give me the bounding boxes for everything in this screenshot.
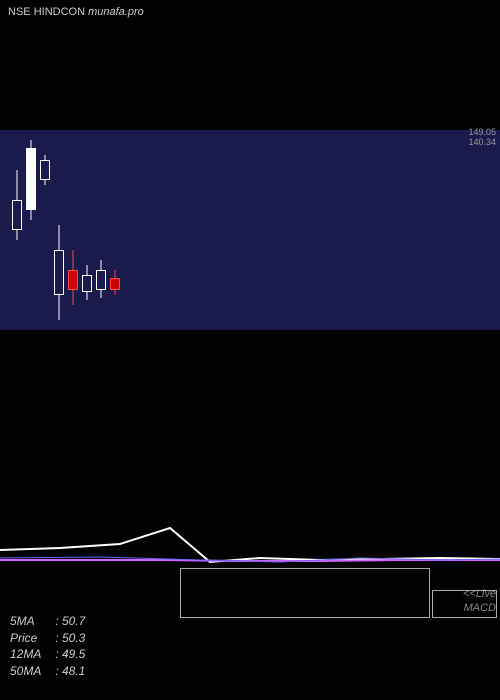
stat-value: : 48.1 <box>52 664 85 678</box>
candle <box>82 130 92 330</box>
stat-row: 50MA : 48.1 <box>10 663 85 680</box>
exchange-label: NSE <box>8 6 31 18</box>
chart-container: NSE HINDCON munafa.pro 149.05140.34 <<Li… <box>0 0 500 700</box>
indicator-box <box>180 568 430 618</box>
macd-panel: <<Live MACD <box>0 500 500 620</box>
candle <box>12 130 22 330</box>
stat-row: Price : 50.3 <box>10 630 85 647</box>
stat-label: Price <box>10 630 52 647</box>
candle <box>96 130 106 330</box>
chart-header: NSE HINDCON munafa.pro <box>8 6 144 18</box>
candle <box>110 130 120 330</box>
stat-row: 5MA : 50.7 <box>10 613 85 630</box>
stat-value: : 50.7 <box>52 614 85 628</box>
axis-tick-label: 140.34 <box>468 138 496 147</box>
stat-value: : 50.3 <box>52 631 85 645</box>
candle <box>54 130 64 330</box>
live-label: <<Live <box>463 588 496 600</box>
candle <box>68 130 78 330</box>
axis-tick-label: 149.05 <box>468 128 496 137</box>
stat-label: 5MA <box>10 613 52 630</box>
stats-block: 5MA : 50.7Price : 50.312MA : 49.550MA : … <box>10 613 85 680</box>
stat-label: 12MA <box>10 646 52 663</box>
candle <box>40 130 50 330</box>
stat-value: : 49.5 <box>52 647 85 661</box>
macd-label: MACD <box>464 602 496 614</box>
source-label: munafa.pro <box>88 6 144 18</box>
stat-label: 50MA <box>10 663 52 680</box>
price-panel <box>0 130 500 330</box>
candle <box>26 130 36 330</box>
stat-row: 12MA : 49.5 <box>10 646 85 663</box>
symbol-label: HINDCON <box>34 6 85 18</box>
